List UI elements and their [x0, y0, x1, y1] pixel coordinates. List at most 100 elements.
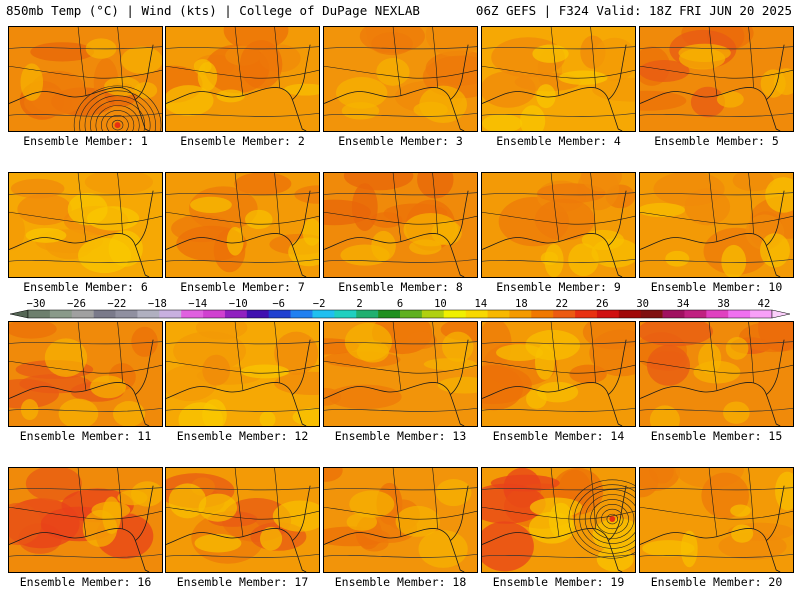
- cool-region: [168, 483, 207, 519]
- ensemble-member-label: Ensemble Member: 17: [176, 575, 309, 589]
- cool-region: [190, 196, 232, 214]
- state-border: [640, 65, 793, 79]
- colorbar-segment: [531, 310, 554, 318]
- warm-region: [640, 468, 659, 498]
- colorbar-tick-label: −6: [272, 298, 285, 310]
- warm-region: [30, 42, 95, 62]
- colorbar-segment: [334, 310, 357, 318]
- contour-line: [9, 112, 162, 117]
- ensemble-map-panel: [8, 26, 163, 132]
- cool-region: [376, 57, 410, 86]
- temperature-map: [482, 173, 635, 277]
- ensemble-map-panel: [323, 172, 478, 278]
- contour-line: [166, 258, 319, 263]
- colorbar-segment: [487, 310, 510, 318]
- low-pressure-contour: [90, 100, 146, 131]
- cool-region: [721, 244, 747, 277]
- ensemble-map-panel: [323, 467, 478, 573]
- warm-region: [25, 468, 82, 501]
- map-title: 850mb Temp (°C) | Wind (kts) | College o…: [6, 3, 420, 18]
- state-border: [117, 322, 123, 383]
- cool-region: [665, 250, 690, 267]
- state-border: [166, 360, 319, 374]
- temperature-map: [640, 173, 793, 277]
- ensemble-map-panel: [165, 467, 320, 573]
- temperature-map: [640, 322, 793, 426]
- state-border: [590, 468, 596, 529]
- temperature-map: [166, 27, 319, 131]
- contour-line: [166, 112, 319, 117]
- colorbar-segment: [49, 310, 73, 318]
- ensemble-map-panel: [165, 321, 320, 427]
- colorbar-segment: [662, 310, 685, 318]
- cool-region: [356, 340, 389, 363]
- warm-region: [131, 326, 158, 357]
- temperature-map: [482, 27, 635, 131]
- warm-region: [173, 331, 247, 371]
- state-border: [708, 322, 718, 391]
- coastline: [324, 190, 469, 277]
- warm-region: [324, 387, 342, 406]
- cool-region: [403, 213, 459, 247]
- colorbar-arrow-low: [9, 309, 29, 319]
- colorbar-segment: [115, 310, 138, 318]
- contour-line: [166, 192, 319, 196]
- cool-region: [716, 91, 744, 108]
- temperature-map: [9, 173, 162, 277]
- colorbar-segment: [203, 310, 226, 318]
- cool-region: [194, 533, 242, 553]
- cool-region: [78, 237, 132, 274]
- warm-region: [195, 322, 248, 340]
- temperature-map: [166, 322, 319, 426]
- low-pressure-contour: [101, 110, 135, 131]
- state-border: [550, 173, 560, 242]
- warm-region: [327, 384, 402, 410]
- coastline: [166, 190, 311, 277]
- ensemble-member-label: Ensemble Member: 9: [496, 280, 621, 294]
- cool-region: [496, 344, 544, 362]
- state-border: [117, 27, 123, 88]
- contour-line: [482, 407, 635, 412]
- state-border: [324, 65, 477, 79]
- contour-line: [482, 46, 635, 50]
- colorbar-tick-label: −18: [148, 298, 167, 310]
- cool-region: [731, 524, 754, 543]
- colorbar-tick-label: 18: [515, 298, 528, 310]
- cool-region: [760, 69, 786, 98]
- colorbar-segment: [159, 310, 182, 318]
- ensemble-map-panel: [165, 26, 320, 132]
- ensemble-member-label: Ensemble Member: 13: [334, 429, 467, 443]
- state-border: [274, 468, 280, 529]
- cool-region: [349, 490, 395, 518]
- warm-region: [28, 70, 87, 115]
- colorbar-segment: [268, 310, 291, 318]
- coastline: [324, 339, 469, 426]
- warm-region: [324, 468, 343, 482]
- cool-region: [259, 411, 276, 426]
- warm-region: [739, 322, 793, 353]
- temperature-map: [324, 322, 477, 426]
- temperature-colorbar: −30 −26 −22 −18 −14 −10 −6 −2 2 6 10 14 18 22 26 30 34 38…: [6, 296, 794, 322]
- ensemble-member-label: Ensemble Member: 15: [650, 429, 783, 443]
- ensemble-member-label: Ensemble Member: 2: [180, 134, 305, 148]
- warm-region: [640, 60, 690, 82]
- cool-region: [216, 89, 245, 103]
- cool-region: [67, 192, 108, 226]
- state-border: [117, 173, 123, 234]
- cool-region: [346, 513, 378, 531]
- warm-region: [9, 211, 25, 251]
- warm-region: [482, 365, 532, 405]
- colorbar-tick-label: −2: [313, 298, 326, 310]
- ensemble-map-panel: [165, 172, 320, 278]
- state-border: [274, 27, 280, 88]
- colorbar-segment: [640, 310, 663, 318]
- colorbar-segment: [378, 310, 401, 318]
- cool-region: [413, 101, 448, 118]
- cool-region: [193, 59, 212, 73]
- cool-region: [760, 233, 790, 268]
- cool-region: [58, 398, 99, 426]
- colorbar-tick-label: 10: [434, 298, 447, 310]
- warm-region: [684, 188, 731, 226]
- state-border: [77, 468, 87, 537]
- contour-line: [9, 192, 162, 196]
